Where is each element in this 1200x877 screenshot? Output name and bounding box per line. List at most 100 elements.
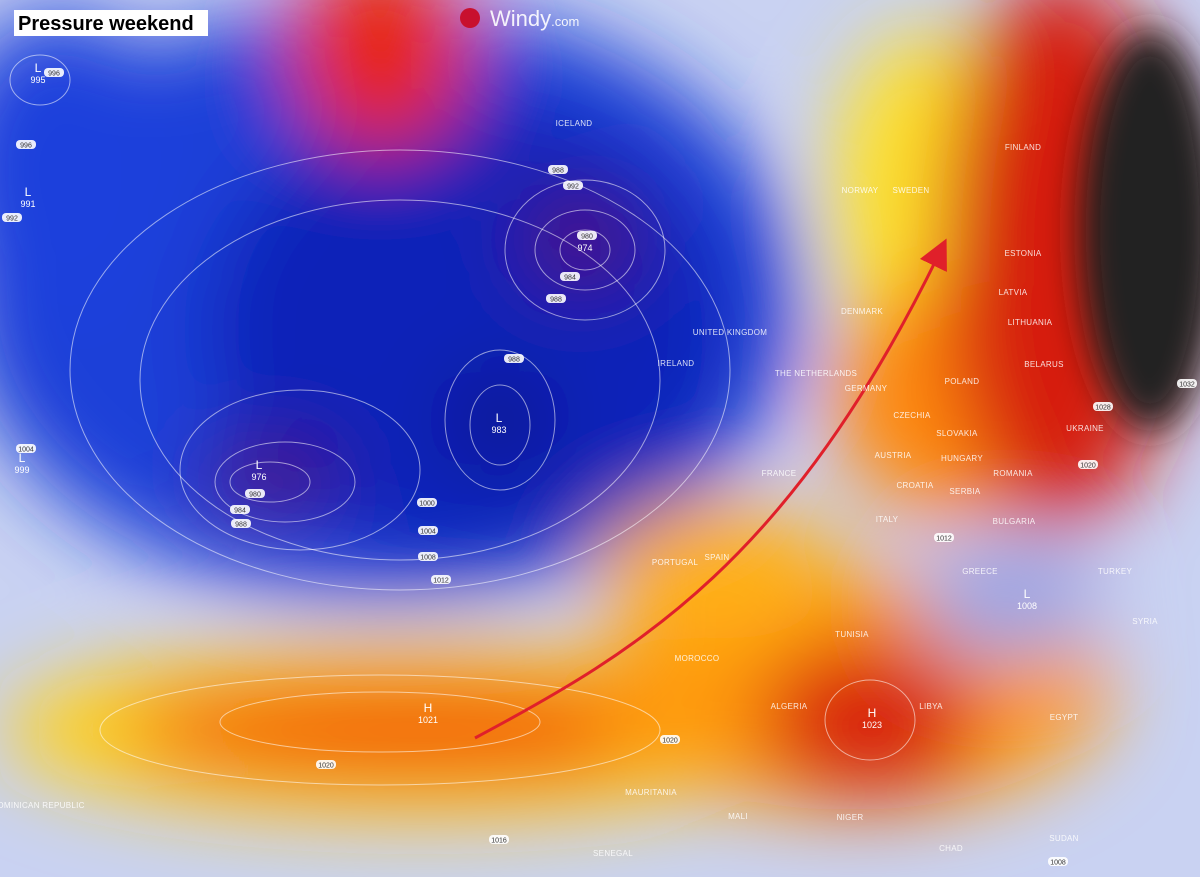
isobar-label: 1020	[318, 763, 334, 770]
region-label: SUDAN	[1049, 834, 1079, 843]
logo: Windy.com	[490, 6, 579, 31]
isobar-label: 1028	[1095, 405, 1111, 412]
title: Pressure weekend	[18, 13, 194, 35]
isobar-label: 992	[6, 216, 18, 223]
center-value: 991	[20, 199, 35, 209]
region-label: HUNGARY	[941, 454, 983, 463]
region-label: CHAD	[939, 844, 963, 853]
isobar-label-bg	[563, 181, 583, 190]
center-value: 995	[30, 75, 45, 85]
pressure-core	[1080, 30, 1200, 430]
isobar-label-bg	[660, 735, 680, 744]
region-label: ITALY	[876, 515, 899, 524]
isobar-label-bg	[560, 272, 580, 281]
region-label: MOROCCO	[675, 654, 720, 663]
center-symbol: L	[1024, 587, 1031, 601]
trajectory-arrow	[474, 238, 947, 740]
region-label: UKRAINE	[1066, 424, 1104, 433]
isobar-lines	[9, 54, 916, 786]
region-label: DOMINICAN REPUBLIC	[0, 801, 85, 810]
isobar-label-bg	[316, 760, 336, 769]
region-label: FINLAND	[1005, 143, 1041, 152]
isobar-label: 980	[249, 492, 261, 499]
isobar-label: 1012	[433, 578, 449, 585]
isobar-label-bg	[1177, 379, 1197, 388]
isobar-label: 1016	[491, 838, 507, 845]
region-label: MALI	[728, 812, 748, 821]
isobar-label: 996	[20, 143, 32, 150]
region-label: SENEGAL	[593, 849, 633, 858]
isobar-label: 996	[48, 71, 60, 78]
region-label: MAURITANIA	[625, 788, 677, 797]
isobar-label: 1004	[18, 447, 34, 454]
region-label: FRANCE	[762, 469, 797, 478]
isobar-label-bg	[245, 489, 265, 498]
region-label: NIGER	[837, 813, 864, 822]
center-symbol: L	[35, 61, 42, 75]
region-label: GERMANY	[845, 384, 888, 393]
region-label: BULGARIA	[993, 517, 1036, 526]
isobar-label: 988	[550, 297, 562, 304]
center-symbol: L	[19, 451, 26, 465]
region-label: NORWAY	[842, 186, 879, 195]
region-label: DENMARK	[841, 307, 883, 316]
isobar-label-bg	[231, 519, 251, 528]
isobar-label-bg	[417, 498, 437, 507]
region-label: SYRIA	[1132, 617, 1158, 626]
center-value: 999	[14, 465, 29, 475]
isobar-label: 1020	[1080, 463, 1096, 470]
region-label: ALGERIA	[771, 702, 808, 711]
isobar-label-bg	[1078, 460, 1098, 469]
isobar-label-bg	[16, 140, 36, 149]
center-value: 1023	[862, 720, 882, 730]
isobar-label-bg	[504, 354, 524, 363]
region-label: TURKEY	[1098, 567, 1133, 576]
region-label: SERBIA	[949, 487, 981, 496]
logo-suffix: .com	[551, 14, 579, 29]
center-value: 974	[577, 243, 592, 253]
isobar-label-bg	[489, 835, 509, 844]
isobar-label: 992	[567, 184, 579, 191]
region-label: LITHUANIA	[1008, 318, 1053, 327]
title-box	[14, 10, 208, 36]
isobar-label: 988	[552, 168, 564, 175]
isobar-label-bg	[2, 213, 22, 222]
isobar-label-bg	[546, 294, 566, 303]
region-label: PORTUGAL	[652, 558, 699, 567]
isobar-label: 984	[564, 275, 576, 282]
isobar-label-bg	[934, 533, 954, 542]
region-label: LIBYA	[919, 702, 943, 711]
isobar-label-bg	[1093, 402, 1113, 411]
center-symbol: H	[868, 706, 877, 720]
isobar-label: 1004	[420, 529, 436, 536]
region-label: POLAND	[945, 377, 980, 386]
isobar-label: 988	[508, 357, 520, 364]
isobar-label-bg	[418, 552, 438, 561]
center-value: 976	[251, 472, 266, 482]
region-label: CROATIA	[896, 481, 933, 490]
isobar-label-bg	[44, 68, 64, 77]
region-label: THE NETHERLANDS	[775, 369, 857, 378]
isobar-label-bg	[431, 575, 451, 584]
logo-name: Windy	[490, 6, 551, 31]
region-label: UNITED KINGDOM	[693, 328, 767, 337]
isobar-label: 988	[235, 522, 247, 529]
center-value: 1021	[418, 715, 438, 725]
isobar-label-bg	[418, 526, 438, 535]
region-label: BELARUS	[1024, 360, 1063, 369]
isobar-label: 1032	[1179, 382, 1195, 389]
center-value: 1008	[1017, 601, 1037, 611]
isobar-label: 984	[234, 508, 246, 515]
region-label: TUNISIA	[835, 630, 869, 639]
center-symbol: L	[496, 411, 503, 425]
isobar-label-bg	[548, 165, 568, 174]
isobar-label-bg	[1048, 857, 1068, 866]
isobar-label-bg	[16, 444, 36, 453]
isobar-label-bg	[577, 231, 597, 240]
isobar-label: 1020	[662, 738, 678, 745]
region-label: SPAIN	[705, 553, 730, 562]
pressure-field	[0, 0, 1180, 820]
labels: L995L991L999L974L983L976H1021H1023L10089…	[0, 61, 1197, 867]
center-value: 983	[491, 425, 506, 435]
